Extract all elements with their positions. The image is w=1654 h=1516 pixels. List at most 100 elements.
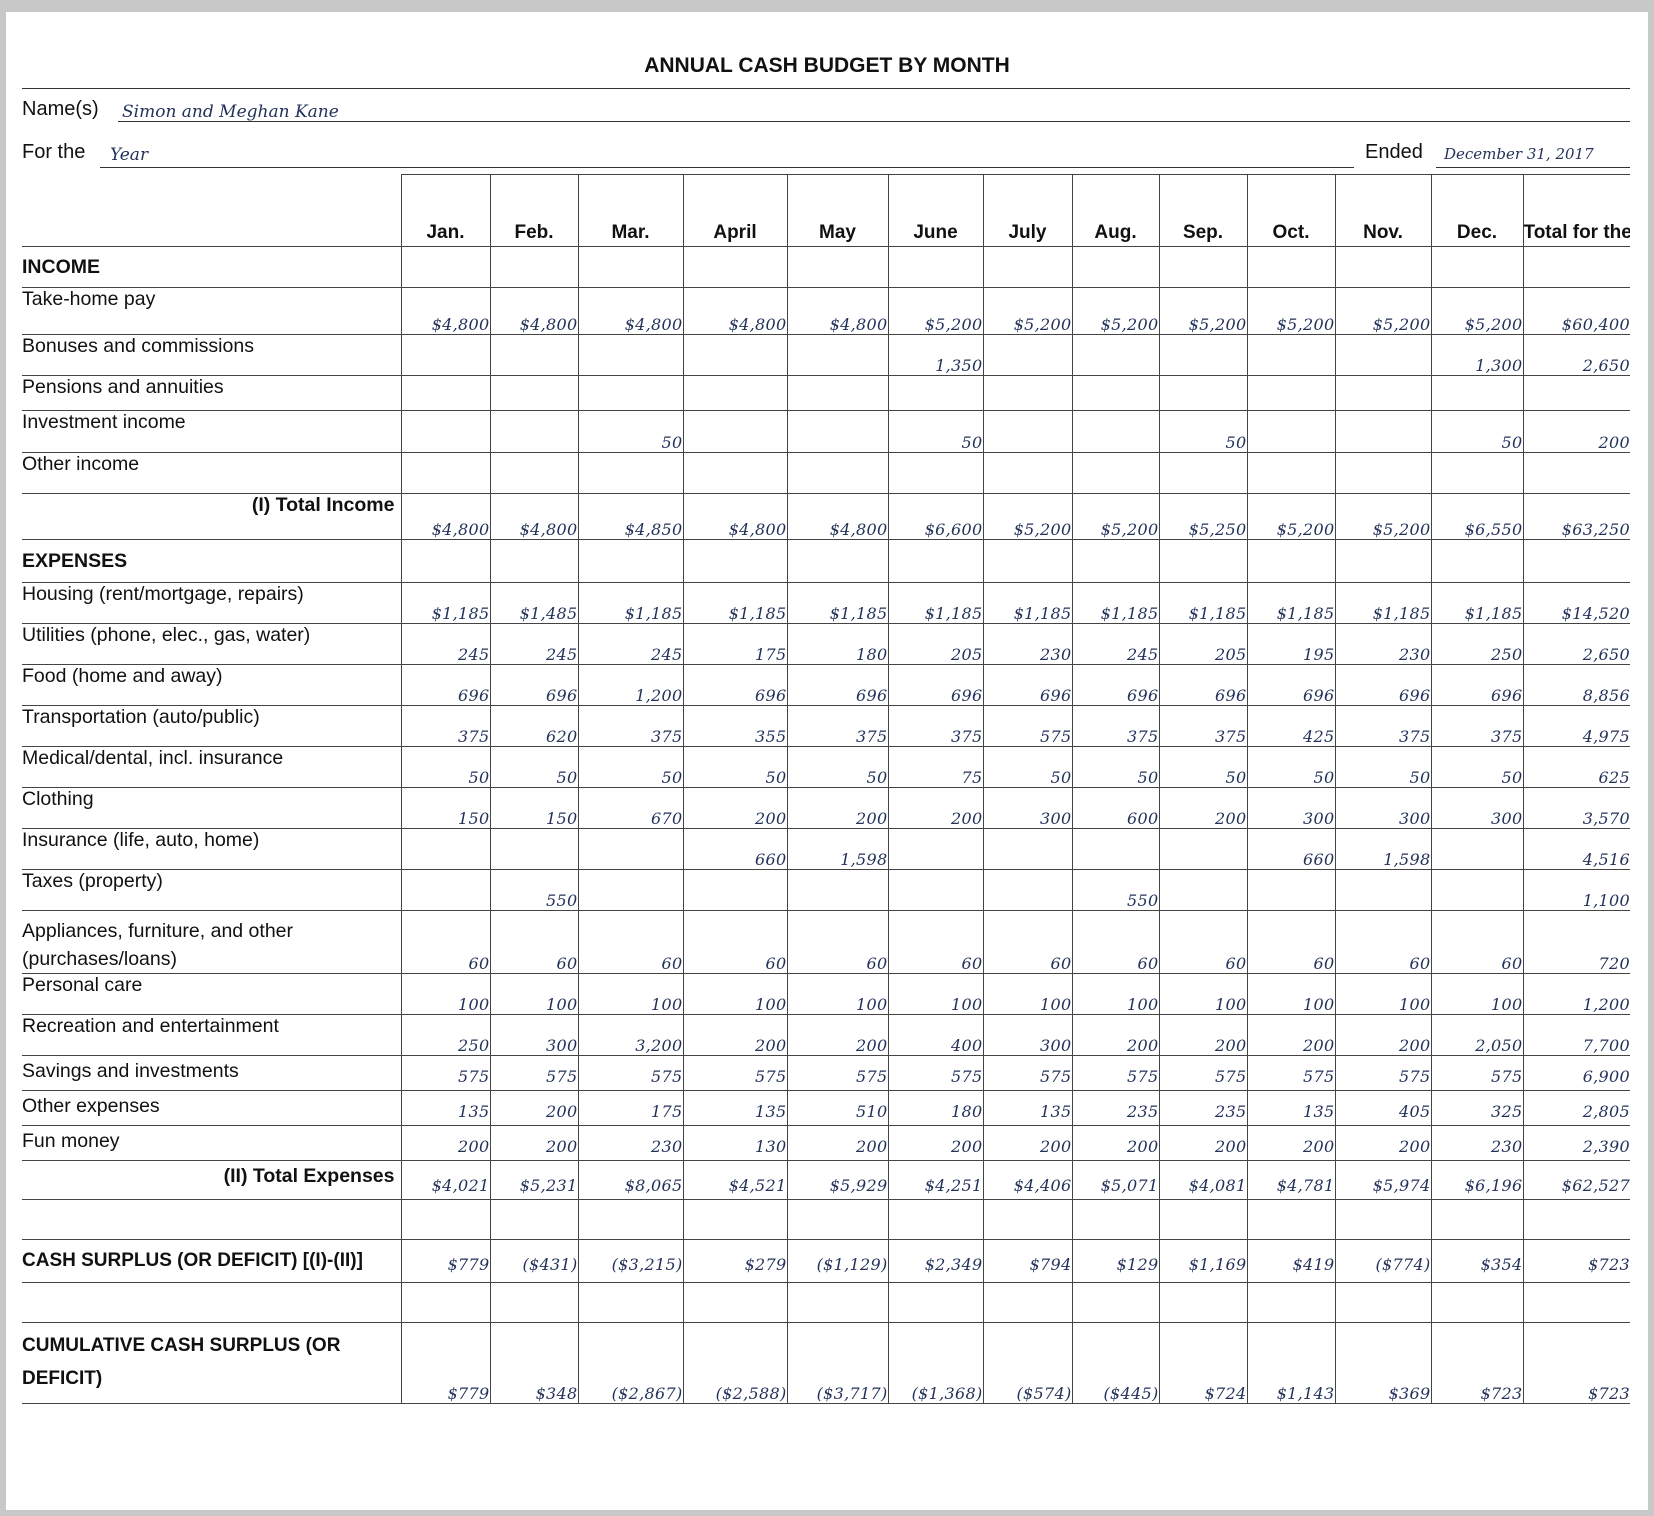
amount-cell[interactable]: 575 — [1158, 1055, 1248, 1091]
amount-cell[interactable]: 696 — [400, 664, 491, 706]
ended-value[interactable]: December 31, 2017 — [1444, 145, 1594, 163]
amount-cell[interactable] — [489, 375, 579, 411]
amount-cell[interactable]: 300 — [1334, 787, 1432, 829]
amount-cell[interactable] — [1158, 1282, 1248, 1323]
amount-cell[interactable]: $8,065 — [577, 1160, 684, 1200]
amount-cell[interactable]: 575 — [489, 1055, 579, 1091]
amount-cell[interactable]: $5,200 — [1071, 287, 1160, 335]
amount-cell[interactable]: 575 — [786, 1055, 889, 1091]
amount-cell[interactable] — [887, 375, 984, 411]
amount-cell[interactable] — [1071, 1282, 1160, 1323]
amount-cell[interactable]: 60 — [400, 910, 491, 974]
amount-cell[interactable] — [400, 828, 491, 870]
amount-cell[interactable]: $723 — [1522, 1322, 1630, 1404]
amount-cell[interactable] — [786, 375, 889, 411]
amount-cell[interactable] — [982, 452, 1073, 494]
amount-cell[interactable]: $4,800 — [577, 287, 684, 335]
amount-cell[interactable]: 4,975 — [1522, 705, 1630, 747]
amount-cell[interactable]: 696 — [887, 664, 984, 706]
amount-cell[interactable]: $723 — [1430, 1322, 1524, 1404]
amount-cell[interactable]: 50 — [887, 410, 984, 453]
amount-cell[interactable] — [1158, 869, 1248, 911]
amount-cell[interactable]: 8,856 — [1522, 664, 1630, 706]
amount-cell[interactable]: 550 — [489, 869, 579, 911]
amount-cell[interactable]: 250 — [1430, 623, 1524, 665]
amount-cell[interactable] — [887, 869, 984, 911]
amount-cell[interactable]: 230 — [1430, 1125, 1524, 1161]
amount-cell[interactable]: 135 — [682, 1090, 788, 1126]
amount-cell[interactable] — [1430, 828, 1524, 870]
amount-cell[interactable] — [1246, 410, 1336, 453]
amount-cell[interactable]: 510 — [786, 1090, 889, 1126]
amount-cell[interactable]: $4,021 — [400, 1160, 491, 1200]
amount-cell[interactable] — [1430, 246, 1524, 288]
amount-cell[interactable]: $5,200 — [1334, 287, 1432, 335]
amount-cell[interactable]: 575 — [1334, 1055, 1432, 1091]
amount-cell[interactable] — [400, 246, 491, 288]
amount-cell[interactable] — [1071, 410, 1160, 453]
amount-cell[interactable] — [489, 1199, 579, 1240]
amount-cell[interactable]: $62,527 — [1522, 1160, 1630, 1200]
amount-cell[interactable]: ($2,867) — [577, 1322, 684, 1404]
amount-cell[interactable]: 175 — [682, 623, 788, 665]
amount-cell[interactable] — [1334, 869, 1432, 911]
amount-cell[interactable]: 2,650 — [1522, 623, 1630, 665]
amount-cell[interactable]: 60 — [786, 910, 889, 974]
amount-cell[interactable] — [489, 539, 579, 583]
amount-cell[interactable]: $4,251 — [887, 1160, 984, 1200]
amount-cell[interactable] — [489, 334, 579, 376]
amount-cell[interactable] — [682, 539, 788, 583]
amount-cell[interactable] — [1522, 375, 1630, 411]
amount-cell[interactable]: $5,200 — [982, 493, 1073, 540]
amount-cell[interactable]: 575 — [682, 1055, 788, 1091]
amount-cell[interactable] — [1246, 334, 1336, 376]
amount-cell[interactable] — [1246, 375, 1336, 411]
amount-cell[interactable] — [682, 334, 788, 376]
amount-cell[interactable]: 200 — [1158, 787, 1248, 829]
amount-cell[interactable]: $1,185 — [1158, 582, 1248, 624]
amount-cell[interactable]: 575 — [1071, 1055, 1160, 1091]
amount-cell[interactable]: 50 — [1430, 410, 1524, 453]
amount-cell[interactable]: ($774) — [1334, 1239, 1432, 1283]
amount-cell[interactable]: 205 — [887, 623, 984, 665]
amount-cell[interactable] — [887, 1199, 984, 1240]
amount-cell[interactable]: $779 — [400, 1239, 491, 1283]
amount-cell[interactable]: 300 — [982, 787, 1073, 829]
amount-cell[interactable] — [1430, 869, 1524, 911]
amount-cell[interactable]: 200 — [786, 1125, 889, 1161]
amount-cell[interactable]: 60 — [887, 910, 984, 974]
amount-cell[interactable]: 1,200 — [1522, 973, 1630, 1015]
amount-cell[interactable]: 2,650 — [1522, 334, 1630, 376]
amount-cell[interactable]: 696 — [1334, 664, 1432, 706]
amount-cell[interactable]: 200 — [1246, 1125, 1336, 1161]
amount-cell[interactable] — [1430, 375, 1524, 411]
amount-cell[interactable] — [400, 1199, 491, 1240]
amount-cell[interactable]: $60,400 — [1522, 287, 1630, 335]
amount-cell[interactable] — [1158, 375, 1248, 411]
amount-cell[interactable]: $4,800 — [786, 493, 889, 540]
amount-cell[interactable]: 200 — [682, 1014, 788, 1056]
amount-cell[interactable]: 135 — [982, 1090, 1073, 1126]
amount-cell[interactable]: 200 — [489, 1125, 579, 1161]
amount-cell[interactable]: 1,300 — [1430, 334, 1524, 376]
amount-cell[interactable]: $794 — [982, 1239, 1073, 1283]
amount-cell[interactable]: $5,200 — [1246, 287, 1336, 335]
amount-cell[interactable]: $5,200 — [1334, 493, 1432, 540]
amount-cell[interactable]: 50 — [786, 746, 889, 788]
amount-cell[interactable]: $1,185 — [887, 582, 984, 624]
amount-cell[interactable]: 375 — [786, 705, 889, 747]
amount-cell[interactable]: 300 — [489, 1014, 579, 1056]
amount-cell[interactable]: 245 — [489, 623, 579, 665]
amount-cell[interactable]: 200 — [1158, 1014, 1248, 1056]
amount-cell[interactable]: 50 — [982, 746, 1073, 788]
amount-cell[interactable]: 696 — [489, 664, 579, 706]
amount-cell[interactable]: $5,071 — [1071, 1160, 1160, 1200]
amount-cell[interactable] — [1522, 246, 1630, 288]
amount-cell[interactable]: 200 — [1522, 410, 1630, 453]
amount-cell[interactable] — [577, 828, 684, 870]
amount-cell[interactable] — [786, 1199, 889, 1240]
amount-cell[interactable]: 200 — [1071, 1014, 1160, 1056]
amount-cell[interactable]: 400 — [887, 1014, 984, 1056]
amount-cell[interactable] — [786, 410, 889, 453]
amount-cell[interactable]: 230 — [1334, 623, 1432, 665]
